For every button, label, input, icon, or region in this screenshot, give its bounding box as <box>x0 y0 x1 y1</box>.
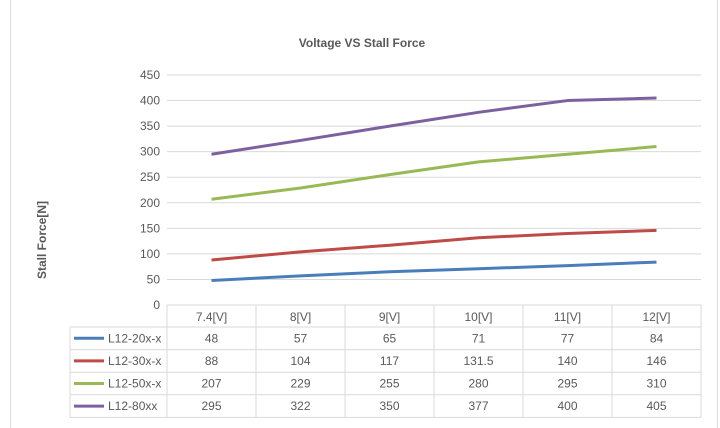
table-cell: 207 <box>201 377 221 391</box>
table-cell: 77 <box>561 331 575 345</box>
table-cell: 71 <box>472 331 486 345</box>
x-tick-label: 10[V] <box>464 310 492 324</box>
y-tick-label: 200 <box>140 196 160 210</box>
x-tick-label: 7.4[V] <box>196 310 227 324</box>
x-tick-label: 11[V] <box>554 310 581 324</box>
table-cell: 322 <box>290 399 310 413</box>
chart-frame <box>10 0 718 428</box>
table-cell: 377 <box>468 399 488 413</box>
table-cell: 229 <box>290 377 310 391</box>
chart-title: Voltage VS Stall Force <box>299 36 426 50</box>
legend-label: L12-30x-x <box>108 354 161 368</box>
table-cell: 88 <box>205 354 219 368</box>
series-line-L12-80xx <box>211 96 657 156</box>
table-cell: 405 <box>646 399 666 413</box>
legend-label: L12-50x-x <box>108 377 161 391</box>
x-tick-label: 8[V] <box>290 310 311 324</box>
x-tick-label: 12[V] <box>642 310 670 324</box>
y-tick-label: 0 <box>153 298 160 312</box>
table-cell: 84 <box>650 331 664 345</box>
y-tick-label: 100 <box>140 247 160 261</box>
table-cell: 140 <box>557 354 577 368</box>
series-line-L12-50x-x <box>211 145 657 201</box>
table-cell: 310 <box>646 377 666 391</box>
legend-label: L12-20x-x <box>108 331 161 345</box>
table-cell: 295 <box>201 399 221 413</box>
y-axis-label: Stall Force[N] <box>35 201 49 279</box>
table-cell: 65 <box>383 331 397 345</box>
series-line-L12-20x-x <box>211 260 657 282</box>
table-cell: 57 <box>294 331 308 345</box>
series-line-L12-30x-x <box>211 228 657 262</box>
table-cell: 117 <box>380 354 399 368</box>
table-cell: 255 <box>379 377 399 391</box>
y-tick-label: 400 <box>140 94 160 108</box>
table-cell: 295 <box>557 377 577 391</box>
y-tick-label: 150 <box>140 221 160 235</box>
table-cell: 280 <box>468 377 488 391</box>
table-cell: 400 <box>557 399 577 413</box>
y-tick-label: 300 <box>140 145 160 159</box>
y-tick-label: 50 <box>147 272 161 286</box>
y-tick-label: 250 <box>140 170 160 184</box>
x-tick-label: 9[V] <box>379 310 400 324</box>
legend-label: L12-80xx <box>108 399 157 413</box>
y-tick-label: 450 <box>140 68 160 82</box>
table-cell: 48 <box>205 331 219 345</box>
table-cell: 131.5 <box>463 354 493 368</box>
y-tick-label: 350 <box>140 119 160 133</box>
table-cell: 146 <box>646 354 666 368</box>
table-cell: 104 <box>290 354 310 368</box>
table-cell: 350 <box>379 399 399 413</box>
